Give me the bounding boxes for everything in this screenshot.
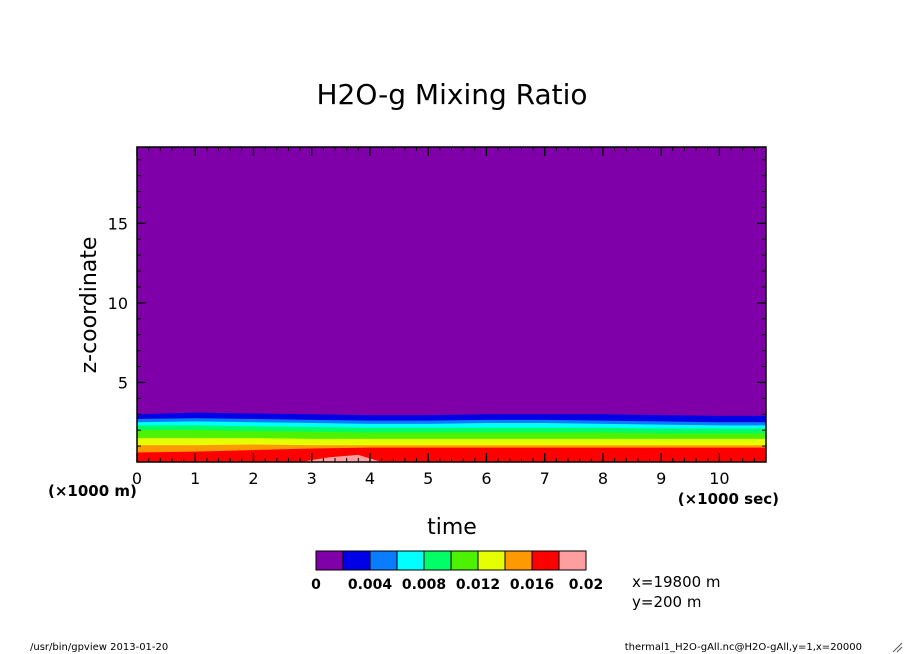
x-tick-label: 7 xyxy=(540,469,550,488)
colorbar-swatch xyxy=(477,550,506,571)
colorbar-swatch xyxy=(369,550,398,571)
resize-grip-icon[interactable] xyxy=(892,642,903,653)
x-tick-label: 5 xyxy=(423,469,433,488)
colorbar: 0 0.004 0.008 0.012 0.016 0.02 xyxy=(311,550,604,593)
contour-band-max xyxy=(300,454,382,462)
colorbar-label: 0.016 xyxy=(510,577,554,593)
x-tick-label: 1 xyxy=(190,469,200,488)
x-unit-label: (×1000 sec) xyxy=(678,490,779,508)
plot-area xyxy=(137,147,766,462)
colorbar-label: 0.008 xyxy=(402,577,446,593)
x-tick-label: 9 xyxy=(656,469,666,488)
x-tick-label: 2 xyxy=(248,469,258,488)
colorbar-label: 0.004 xyxy=(348,577,393,593)
colorbar-label: 0 xyxy=(311,577,321,593)
chart-title: H2O-g Mixing Ratio xyxy=(316,78,587,111)
contour-band-8 xyxy=(137,447,766,462)
y-axis-label: z-coordinate xyxy=(77,237,102,374)
y-unit-label: (×1000 m) xyxy=(48,482,137,500)
colorbar-swatch xyxy=(558,550,587,571)
coord-x-readout: x=19800 m xyxy=(632,573,721,591)
y-tick-label: 10 xyxy=(108,294,128,313)
x-tick-label: 6 xyxy=(481,469,491,488)
colorbar-label: 0.012 xyxy=(456,577,500,593)
colorbar-label: 0.02 xyxy=(569,577,604,593)
footer-left: /usr/bin/gpview 2013-01-20 xyxy=(30,642,168,653)
colorbar-swatch xyxy=(531,550,560,571)
colorbar-swatch xyxy=(504,550,533,571)
colorbar-swatch xyxy=(450,550,479,571)
x-axis-label: time xyxy=(427,515,477,540)
footer-right: thermal1_H2O-gAll.nc@H2O-gAll,y=1,x=2000… xyxy=(625,642,862,653)
x-tick-label: 4 xyxy=(365,469,375,488)
x-tick-label: 10 xyxy=(709,469,729,488)
colorbar-swatch xyxy=(315,550,344,571)
colorbar-swatch xyxy=(423,550,452,571)
axes: 0 1 2 3 4 5 6 7 8 9 10 5 10 15 xyxy=(108,146,767,488)
x-tick-label: 0 xyxy=(132,469,142,488)
coord-y-readout: y=200 m xyxy=(632,593,701,611)
x-tick-label: 3 xyxy=(307,469,317,488)
y-tick-label: 15 xyxy=(108,214,128,233)
colorbar-swatch xyxy=(396,550,425,571)
x-tick-label: 8 xyxy=(598,469,608,488)
colorbar-swatch xyxy=(342,550,371,571)
y-tick-label: 5 xyxy=(118,373,128,392)
contour-band-0 xyxy=(137,147,766,462)
